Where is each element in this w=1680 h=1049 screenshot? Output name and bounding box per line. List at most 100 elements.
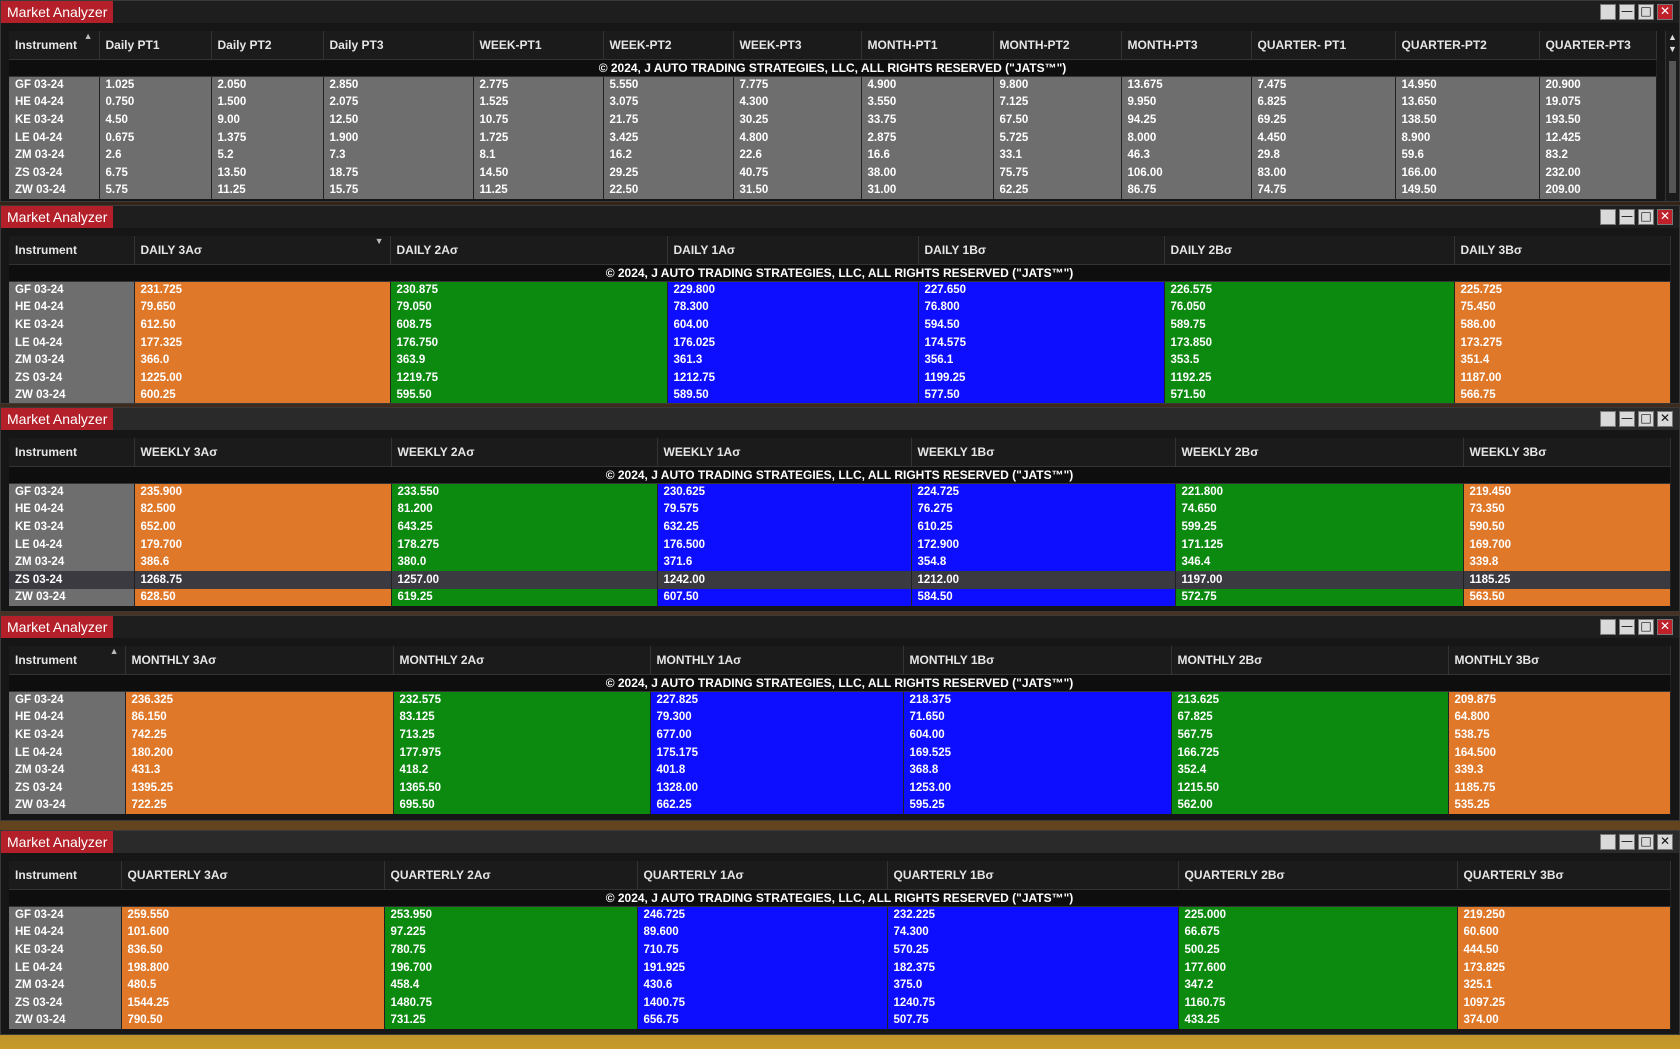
column-header[interactable]: DAILY 3Aσ ▼ bbox=[134, 236, 391, 265]
instrument-cell[interactable]: HE 04-24 bbox=[9, 93, 100, 112]
column-header[interactable]: QUARTER- PT1 bbox=[1251, 31, 1396, 60]
close-button[interactable]: ✕ bbox=[1657, 619, 1673, 635]
minimize-button[interactable]: — bbox=[1619, 834, 1635, 850]
table-row[interactable]: ZS 03-24 1395.25 1365.50 1328.00 1253.00 1215… bbox=[9, 778, 1671, 797]
column-header[interactable]: MONTHLY 3Bσ bbox=[1448, 646, 1671, 675]
column-header[interactable]: QUARTERLY 1Aσ bbox=[637, 861, 888, 890]
instrument-cell[interactable]: KE 03-24 bbox=[9, 111, 100, 129]
table-row[interactable]: GF 03-24 236.325 232.575 227.825 218.375 213.… bbox=[9, 691, 1671, 709]
table-row[interactable]: ZS 03-24 1268.75 1257.00 1242.00 1212.00 1197… bbox=[9, 570, 1671, 589]
table-row[interactable]: ZW 03-24 722.25 695.50 662.25 595.25 562.00 53… bbox=[9, 796, 1671, 815]
table-row[interactable]: KE 03-24 4.50 9.00 12.50 10.75 21.75 30.25 33.7… bbox=[9, 111, 1657, 129]
titlebar[interactable]: Market Analyzer — □ ✕ bbox=[1, 408, 1679, 430]
instrument-cell[interactable]: ZS 03-24 bbox=[9, 993, 122, 1012]
maximize-button[interactable]: □ bbox=[1638, 209, 1654, 225]
instrument-cell[interactable]: HE 04-24 bbox=[9, 298, 135, 317]
column-header[interactable]: DAILY 1Bσ bbox=[918, 236, 1165, 265]
instrument-cell[interactable]: HE 04-24 bbox=[9, 923, 122, 942]
table-row[interactable]: ZM 03-24 431.3 418.2 401.8 368.8 352.4 339.3 bbox=[9, 761, 1671, 779]
table-row[interactable]: KE 03-24 612.50 608.75 604.00 594.50 589.75 58… bbox=[9, 316, 1671, 334]
column-header[interactable]: WEEK-PT1 bbox=[473, 31, 604, 60]
instrument-cell[interactable]: ZM 03-24 bbox=[9, 553, 135, 571]
titlebar[interactable]: Market Analyzer — □ ✕ bbox=[1, 616, 1679, 638]
instrument-cell[interactable]: ZM 03-24 bbox=[9, 976, 122, 994]
close-button[interactable]: ✕ bbox=[1657, 209, 1673, 225]
instrument-cell[interactable]: ZS 03-24 bbox=[9, 368, 135, 387]
column-header-instrument[interactable]: Instrument bbox=[9, 438, 135, 467]
table-row[interactable]: HE 04-24 82.500 81.200 79.575 76.275 74.650 73… bbox=[9, 500, 1671, 519]
column-header[interactable]: QUARTERLY 3Bσ bbox=[1457, 861, 1671, 890]
instrument-cell[interactable]: KE 03-24 bbox=[9, 726, 126, 744]
column-header[interactable]: DAILY 1Aσ bbox=[667, 236, 919, 265]
instrument-cell[interactable]: ZW 03-24 bbox=[9, 1011, 122, 1030]
close-button[interactable]: ✕ bbox=[1657, 4, 1673, 20]
table-row[interactable]: KE 03-24 652.00 643.25 632.25 610.25 599.25 59… bbox=[9, 518, 1671, 536]
maximize-button[interactable]: □ bbox=[1638, 834, 1654, 850]
table-row[interactable]: ZS 03-24 1225.00 1219.75 1212.75 1199.25 1192… bbox=[9, 368, 1671, 387]
instrument-cell[interactable]: GF 03-24 bbox=[9, 483, 135, 501]
column-header[interactable]: DAILY 2Aσ bbox=[390, 236, 668, 265]
instrument-cell[interactable]: KE 03-24 bbox=[9, 941, 122, 959]
column-header[interactable]: WEEK-PT3 bbox=[733, 31, 862, 60]
table-row[interactable]: ZW 03-24 790.50 731.25 656.75 507.75 433.25 37… bbox=[9, 1011, 1671, 1030]
minimize-button[interactable]: — bbox=[1619, 209, 1635, 225]
instrument-cell[interactable]: LE 04-24 bbox=[9, 958, 122, 977]
table-row[interactable]: GF 03-24 1.025 2.050 2.850 2.775 5.550 7.775 4.… bbox=[9, 76, 1657, 94]
table-row[interactable]: ZM 03-24 2.6 5.2 7.3 8.1 16.2 22.6 16.6 33.1 46.3… bbox=[9, 146, 1657, 164]
instrument-cell[interactable]: ZS 03-24 bbox=[9, 163, 100, 182]
column-header[interactable]: MONTH-PT1 bbox=[861, 31, 994, 60]
table-row[interactable]: ZW 03-24 628.50 619.25 607.50 584.50 572.75 56… bbox=[9, 588, 1671, 607]
instrument-cell[interactable]: ZS 03-24 bbox=[9, 570, 135, 589]
minimize-button[interactable]: — bbox=[1619, 411, 1635, 427]
titlebar[interactable]: Market Analyzer — □ ✕ bbox=[1, 1, 1679, 23]
table-row[interactable]: GF 03-24 231.725 230.875 229.800 227.650 226.… bbox=[9, 281, 1671, 299]
table-row[interactable]: ZW 03-24 600.25 595.50 589.50 577.50 571.50 56… bbox=[9, 386, 1671, 403]
maximize-button[interactable]: □ bbox=[1638, 411, 1654, 427]
table-row[interactable]: ZM 03-24 480.5 458.4 430.6 375.0 347.2 325.1 bbox=[9, 976, 1671, 994]
instrument-cell[interactable]: ZW 03-24 bbox=[9, 796, 126, 815]
column-header-instrument[interactable]: Instrument ▲ bbox=[9, 646, 126, 675]
instrument-cell[interactable]: LE 04-24 bbox=[9, 128, 100, 147]
maximize-button[interactable]: □ bbox=[1638, 619, 1654, 635]
column-header[interactable]: QUARTERLY 2Aσ bbox=[384, 861, 638, 890]
instrument-cell[interactable]: KE 03-24 bbox=[9, 518, 135, 536]
instrument-cell[interactable]: GF 03-24 bbox=[9, 76, 100, 94]
column-header[interactable]: QUARTERLY 3Aσ bbox=[121, 861, 385, 890]
restore-button[interactable] bbox=[1600, 411, 1616, 427]
column-header-instrument[interactable]: Instrument bbox=[9, 236, 135, 265]
column-header[interactable]: Daily PT2 bbox=[211, 31, 324, 60]
table-row[interactable]: GF 03-24 235.900 233.550 230.625 224.725 221.… bbox=[9, 483, 1671, 501]
column-header[interactable]: Daily PT1 bbox=[99, 31, 212, 60]
table-row[interactable]: GF 03-24 259.550 253.950 246.725 232.225 225.… bbox=[9, 906, 1671, 924]
restore-button[interactable] bbox=[1600, 209, 1616, 225]
column-header[interactable]: MONTHLY 1Aσ bbox=[650, 646, 904, 675]
table-row[interactable]: LE 04-24 177.325 176.750 176.025 174.575 173.… bbox=[9, 333, 1671, 352]
scrollbar-thumb[interactable] bbox=[1669, 61, 1676, 193]
instrument-cell[interactable]: KE 03-24 bbox=[9, 316, 135, 334]
table-row[interactable]: ZS 03-24 6.75 13.50 18.75 14.50 29.25 40.75 38.… bbox=[9, 163, 1657, 182]
table-row[interactable]: LE 04-24 198.800 196.700 191.925 182.375 177.… bbox=[9, 958, 1671, 977]
table-row[interactable]: HE 04-24 0.750 1.500 2.075 1.525 3.075 4.300 3.… bbox=[9, 93, 1657, 112]
table-row[interactable]: ZM 03-24 366.0 363.9 361.3 356.1 353.5 351.4 bbox=[9, 351, 1671, 369]
instrument-cell[interactable]: GF 03-24 bbox=[9, 691, 126, 709]
column-header[interactable]: MONTH-PT2 bbox=[993, 31, 1122, 60]
table-row[interactable]: LE 04-24 179.700 178.275 176.500 172.900 171.… bbox=[9, 535, 1671, 554]
scroll-up-icon[interactable]: ▲ bbox=[1668, 32, 1677, 42]
column-header[interactable]: QUARTER-PT3 bbox=[1539, 31, 1657, 60]
instrument-cell[interactable]: GF 03-24 bbox=[9, 281, 135, 299]
column-header[interactable]: WEEK-PT2 bbox=[603, 31, 734, 60]
instrument-cell[interactable]: HE 04-24 bbox=[9, 500, 135, 519]
table-row[interactable]: KE 03-24 836.50 780.75 710.75 570.25 500.25 44… bbox=[9, 941, 1671, 959]
close-button[interactable]: ✕ bbox=[1657, 411, 1673, 427]
table-row[interactable]: ZS 03-24 1544.25 1480.75 1400.75 1240.75 1160… bbox=[9, 993, 1671, 1012]
instrument-cell[interactable]: HE 04-24 bbox=[9, 708, 126, 727]
table-row[interactable]: LE 04-24 180.200 177.975 175.175 169.525 166.… bbox=[9, 743, 1671, 762]
restore-button[interactable] bbox=[1600, 619, 1616, 635]
column-header[interactable]: WEEKLY 3Aσ bbox=[134, 438, 392, 467]
close-button[interactable]: ✕ bbox=[1657, 834, 1673, 850]
column-header[interactable]: DAILY 3Bσ bbox=[1454, 236, 1671, 265]
minimize-button[interactable]: — bbox=[1619, 4, 1635, 20]
minimize-button[interactable]: — bbox=[1619, 619, 1635, 635]
column-header[interactable]: MONTHLY 2Aσ bbox=[393, 646, 651, 675]
instrument-cell[interactable]: ZW 03-24 bbox=[9, 386, 135, 403]
